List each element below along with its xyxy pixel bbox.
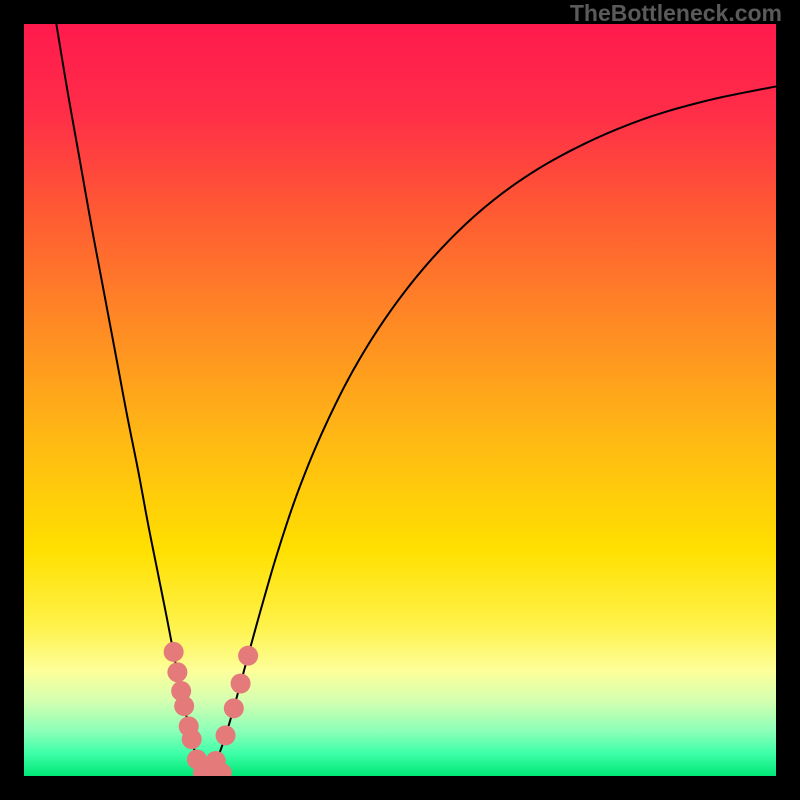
chart-frame: TheBottleneck.com <box>0 0 800 800</box>
data-marker <box>238 646 258 666</box>
data-marker <box>224 698 244 718</box>
data-marker <box>164 642 184 662</box>
watermark-text: TheBottleneck.com <box>570 0 782 27</box>
data-marker <box>174 696 194 716</box>
data-marker <box>231 674 251 694</box>
data-marker <box>206 751 226 771</box>
bottleneck-chart <box>0 0 800 800</box>
data-marker <box>182 729 202 749</box>
data-marker <box>167 662 187 682</box>
data-marker <box>216 725 236 745</box>
